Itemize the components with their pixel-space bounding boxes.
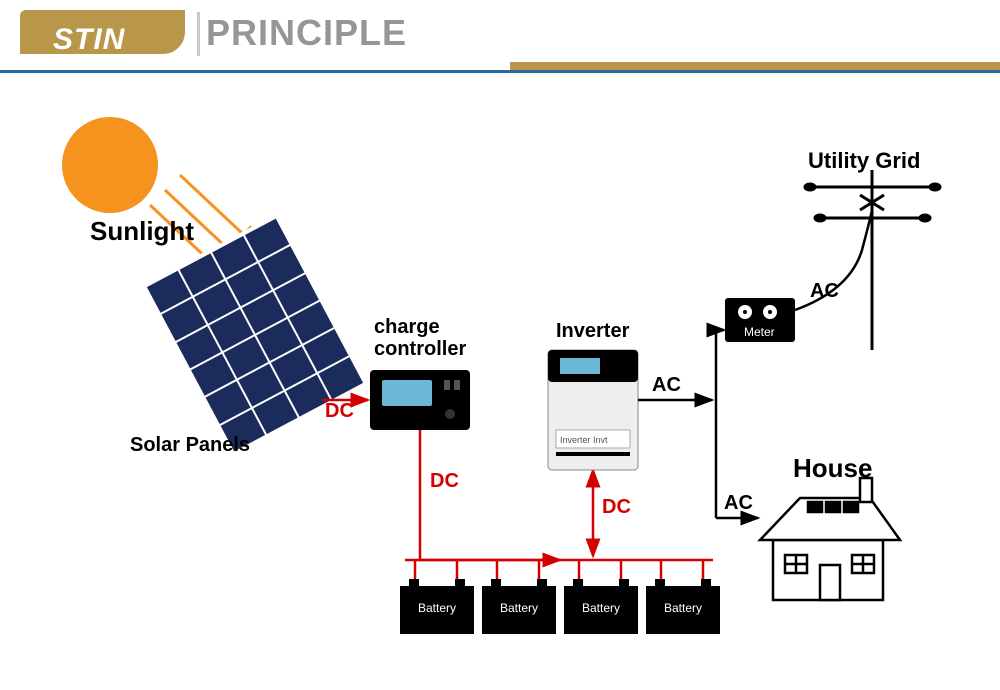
label-inverter: Inverter	[556, 320, 629, 343]
house-icon	[760, 478, 900, 600]
charge-controller-icon	[370, 370, 470, 430]
battery-3-label: Battery	[565, 601, 637, 615]
label-house: House	[793, 453, 872, 484]
label-charge-controller: charge controller	[374, 316, 466, 360]
battery-3: Battery	[564, 586, 638, 634]
label-sunlight: Sunlight	[90, 216, 194, 247]
label-solar-panels: Solar Panels	[130, 434, 250, 457]
sun-icon	[62, 117, 158, 213]
battery-2-label: Battery	[483, 601, 555, 615]
label-ac-1: AC	[652, 374, 681, 397]
battery-1: Battery	[400, 586, 474, 634]
label-ac-2: AC	[724, 492, 753, 515]
battery-4-label: Battery	[647, 601, 719, 615]
battery-1-label: Battery	[401, 601, 473, 615]
meter-label: Meter	[744, 325, 775, 339]
battery-2: Battery	[482, 586, 556, 634]
label-utility-grid: Utility Grid	[808, 148, 920, 174]
label-dc-1: DC	[325, 400, 354, 423]
label-dc-2: DC	[430, 470, 459, 493]
label-dc-3: DC	[602, 496, 631, 519]
meter-icon: Meter	[725, 298, 795, 342]
battery-bus	[405, 560, 713, 580]
battery-4: Battery	[646, 586, 720, 634]
inverter-icon: Inverter Invt	[548, 350, 638, 470]
utility-grid-icon	[805, 170, 940, 350]
wire-controller-battery	[420, 430, 560, 560]
diagram-stage: STIN PRINCIPLE	[0, 0, 1000, 690]
inverter-inner-label: Inverter Invt	[560, 435, 608, 445]
label-ac-3: AC	[810, 280, 839, 303]
